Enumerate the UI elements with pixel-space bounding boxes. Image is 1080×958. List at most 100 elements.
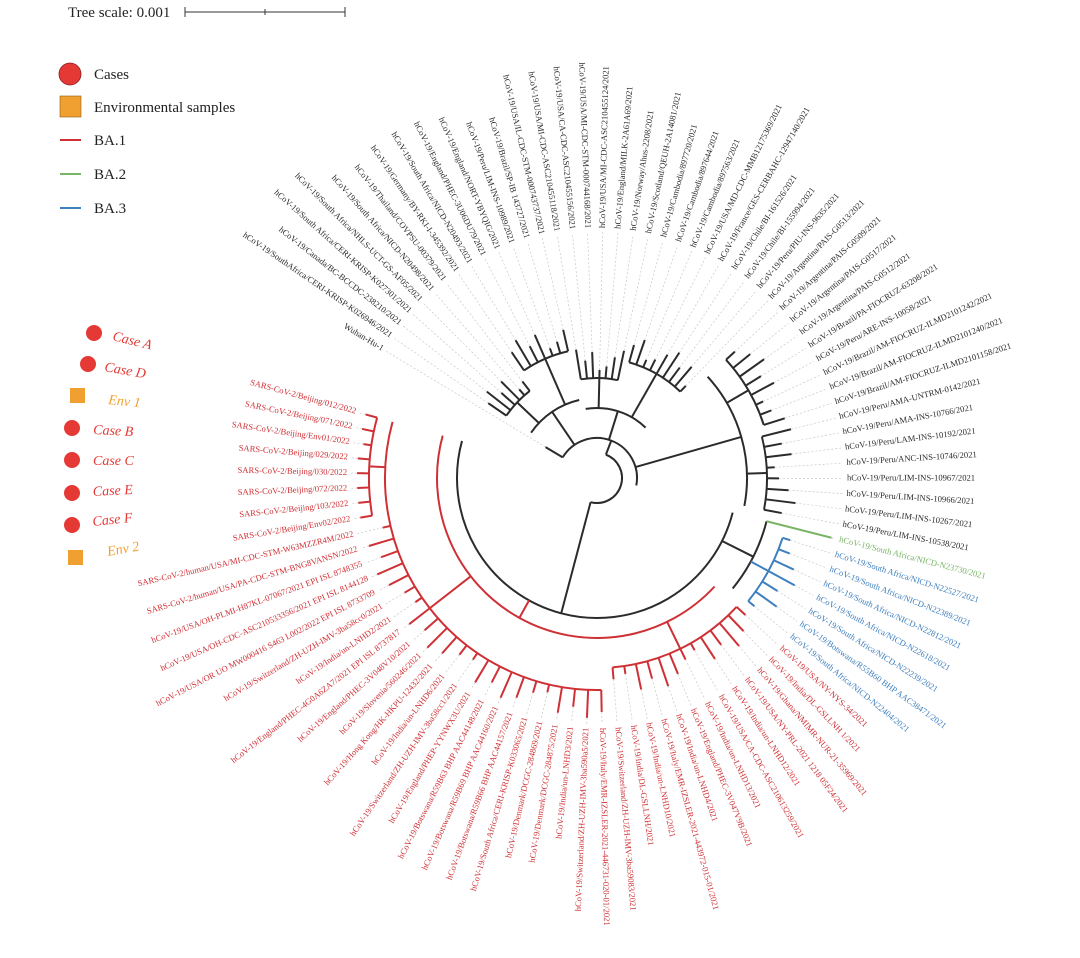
leaf-branch [759,409,772,416]
leaf-branch [755,400,764,406]
leaf-guide-line [790,417,836,430]
leaf-branch [591,352,595,379]
leaf-branch [499,671,513,699]
case-d-label: Case D [103,360,147,382]
leaf-guide-line [541,238,564,330]
leaf-branch [533,334,547,360]
legend-environmental: Environmental samples [94,100,235,116]
branch-arc [561,437,638,486]
leaf-guide-line [572,233,586,361]
leaf-guide-line [714,658,732,685]
leaf-branch [548,347,554,357]
leaf-guide-line [794,585,814,596]
branch-arc [580,377,618,382]
leaf-label: SARS-CoV-2/Beijing/030/2022 [237,465,347,477]
leaf-label: hCoV-19/Peru/LIM-INS-10967/2021 [847,472,975,482]
leaf-branch [555,341,562,354]
clade-stem [666,621,682,650]
leaf-branch [642,359,648,368]
leaf-branch [487,402,507,417]
leaf-guide-line [556,712,559,721]
leaf-branch [732,353,751,369]
leaf-branch [585,689,590,718]
leaf-branch [365,413,378,419]
branch-arc [384,421,602,691]
leaf-branch [616,350,626,381]
leaf-branch [767,570,796,587]
tree-scale: Tree scale: 0.001 [68,5,346,21]
leaf-guide-line [457,659,474,682]
leaf-guide-line [365,556,382,564]
leaf-guide-line [776,606,798,622]
leaf-guide-line [484,258,531,347]
leaf-branch [668,366,681,383]
leaf-guide-line [625,673,633,722]
leaf-branch [634,663,643,690]
leaf-guide-line [354,517,361,519]
leaf-branch [604,366,608,379]
leaf-branch [725,350,736,361]
case-circle-icon [64,420,80,436]
leaf-guide-line [667,264,720,355]
env-square-icon [68,550,83,565]
clade-stem [726,389,749,404]
leaf-branch [766,487,789,492]
leaf-guide-line [749,323,789,355]
leaf-label: SARS-CoV-2/Beijing/072/2022 [238,482,348,497]
leaf-branch [750,381,775,396]
legend-ba2: BA.2 [94,167,126,183]
env-1-label: Env 1 [107,393,142,411]
leaf-guide-line [790,539,832,554]
case-b-label: Case B [93,423,134,440]
leaf-guide-line [352,502,359,504]
leaf-branch [423,617,439,632]
branch-arc [590,453,623,504]
leaf-guide-line [458,274,512,353]
clade-stem [429,575,472,610]
leaf-guide-line [434,292,520,390]
leaf-guide-line [793,569,821,583]
leaf-branch [357,486,370,490]
branch-arc [368,417,379,516]
leaf-guide-line [623,237,649,351]
leaf-guide-line [679,272,733,353]
leaf-branch [458,644,468,656]
leaf-branch [668,653,679,675]
case-circle-icon [80,356,96,372]
leaf-guide-line [694,650,719,693]
leaf-guide-line [645,250,693,361]
leaf-guide-line [763,335,798,360]
legend-ba1: BA.1 [94,133,126,149]
leaf-guide-line [498,252,536,336]
leaf-branch [718,622,740,647]
leaf-guide-line [571,706,574,723]
clade-stem [721,540,754,558]
branch-arc [456,440,734,619]
leaf-branch [745,375,762,387]
leaf-branch [486,390,512,411]
leaf-branch [761,428,792,438]
leaf-guide-line [433,653,443,663]
leaf-branch [545,446,564,459]
leaf-branch [765,453,792,459]
leaf-guide-line [556,235,577,350]
leaf-guide-line [677,673,692,706]
sample-markers: Case A Case D Env 1 Case B Case C Case E… [64,325,154,565]
leaf-branch [623,665,627,675]
clade-stem [518,599,530,619]
leaf-guide-line [511,697,517,710]
leaf-guide-line [791,447,842,455]
leaf-guide-line [412,629,425,642]
leaf-guide-line [720,644,745,676]
leaf-guide-line [422,647,428,653]
leaf-guide-line [679,280,745,368]
leaf-branch [727,614,745,632]
leaf-branch [380,550,399,559]
leaf-guide-line [788,489,843,495]
leaf-guide-line [378,584,390,591]
leaf-guide-line [667,686,678,711]
leaf-label: hCoV-19/USA/MI-CDC-STM-000744168/2021 [577,62,593,228]
leaf-branch [761,580,779,592]
clade-stem [604,440,613,455]
leaf-branch [679,648,687,660]
